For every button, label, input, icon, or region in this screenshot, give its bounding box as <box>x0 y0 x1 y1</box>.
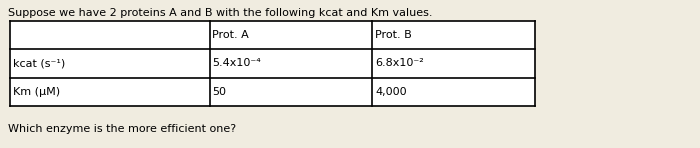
Text: Suppose we have 2 proteins A and B with the following kcat and Km values.: Suppose we have 2 proteins A and B with … <box>8 8 433 18</box>
Text: Km (μM): Km (μM) <box>13 87 60 97</box>
Text: Prot. A: Prot. A <box>213 30 249 40</box>
Text: 6.8x10⁻²: 6.8x10⁻² <box>375 58 424 69</box>
Bar <box>10 21 535 106</box>
Text: 5.4x10⁻⁴: 5.4x10⁻⁴ <box>213 58 261 69</box>
Text: 50: 50 <box>213 87 227 97</box>
Text: 4,000: 4,000 <box>375 87 407 97</box>
Text: Which enzyme is the more efficient one?: Which enzyme is the more efficient one? <box>8 124 236 134</box>
Text: Prot. B: Prot. B <box>375 30 412 40</box>
Text: kcat (s⁻¹): kcat (s⁻¹) <box>13 58 65 69</box>
